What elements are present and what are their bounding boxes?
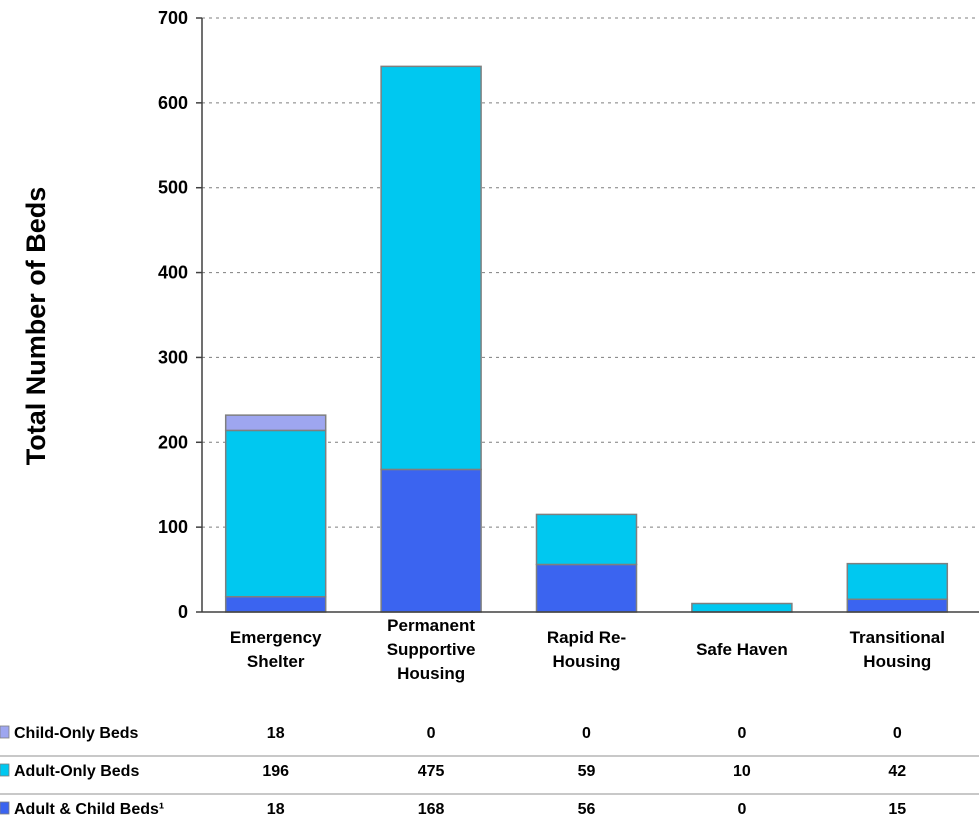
- table-cell: 18: [267, 801, 285, 818]
- y-tick-label: 300: [158, 347, 188, 367]
- y-tick-labels: 0 100 200 300 400 500 600 700: [158, 8, 188, 622]
- table-cell: 42: [888, 763, 906, 780]
- table-cell: 18: [267, 725, 285, 742]
- category-label-line: Housing: [397, 664, 465, 683]
- axes: [201, 18, 979, 613]
- bar-segment: [846, 562, 949, 601]
- bar-segment: [535, 563, 638, 613]
- table-cell: 10: [733, 763, 751, 780]
- table-cell: 0: [582, 725, 591, 742]
- bar-segment: [691, 602, 793, 613]
- table-row-label: Child-Only Beds: [14, 725, 139, 742]
- grid: [196, 17, 979, 613]
- x-category-labels: Emergency Shelter Permanent Supportive Housi…: [230, 616, 945, 683]
- y-tick-label: 500: [158, 178, 188, 198]
- category-label: Permanent Supportive Housing: [387, 616, 476, 683]
- table-cell: 0: [893, 725, 902, 742]
- table-cell: 0: [737, 725, 746, 742]
- category-label: Emergency Shelter: [230, 628, 322, 671]
- bar-segment: [380, 65, 482, 471]
- category-label: Safe Haven: [696, 640, 788, 659]
- table-row-label: Adult-Only Beds: [14, 763, 139, 780]
- category-label-line: Housing: [553, 652, 621, 671]
- bar-segment: [535, 513, 638, 566]
- table-cell: 56: [578, 801, 596, 818]
- table-cell: 59: [578, 763, 596, 780]
- bar-segment: [224, 429, 327, 598]
- y-tick-label: 0: [178, 602, 188, 622]
- table-cell: 0: [737, 801, 746, 818]
- table-cell: 15: [888, 801, 906, 818]
- table-row-label: Adult & Child Beds¹: [14, 801, 164, 818]
- bar-segment: [380, 468, 482, 613]
- category-label-line: Shelter: [247, 652, 305, 671]
- bar-segment: [224, 595, 327, 613]
- bars: [224, 65, 949, 613]
- bar-segment: [846, 598, 949, 613]
- category-label-line: Housing: [863, 652, 931, 671]
- category-label-line: Permanent: [387, 616, 475, 635]
- y-axis-label: Total Number of Beds: [21, 187, 51, 466]
- data-table: Child-Only Beds 18 0 0 0 0 Adult-Only Beds 196 4…: [0, 725, 979, 818]
- table-cell: 475: [418, 763, 445, 780]
- table-cell: 168: [418, 801, 445, 818]
- y-tick-label: 600: [158, 93, 188, 113]
- y-tick-label: 700: [158, 8, 188, 28]
- legend-swatch: [0, 725, 10, 739]
- y-tick-label: 400: [158, 263, 188, 283]
- category-label-line: Emergency: [230, 628, 322, 647]
- category-label-line: Safe Haven: [696, 640, 788, 659]
- bar-segment: [224, 414, 327, 432]
- y-tick-label: 100: [158, 517, 188, 537]
- table-cell: 196: [262, 763, 289, 780]
- category-label-line: Supportive: [387, 640, 476, 659]
- category-label-line: Rapid Re-: [547, 628, 626, 647]
- legend-swatch: [0, 801, 10, 815]
- legend-swatch: [0, 763, 10, 777]
- category-label-line: Transitional: [850, 628, 945, 647]
- category-label: Rapid Re- Housing: [547, 628, 626, 671]
- y-tick-label: 200: [158, 432, 188, 452]
- table-cell: 0: [427, 725, 436, 742]
- category-label: Transitional Housing: [850, 628, 945, 671]
